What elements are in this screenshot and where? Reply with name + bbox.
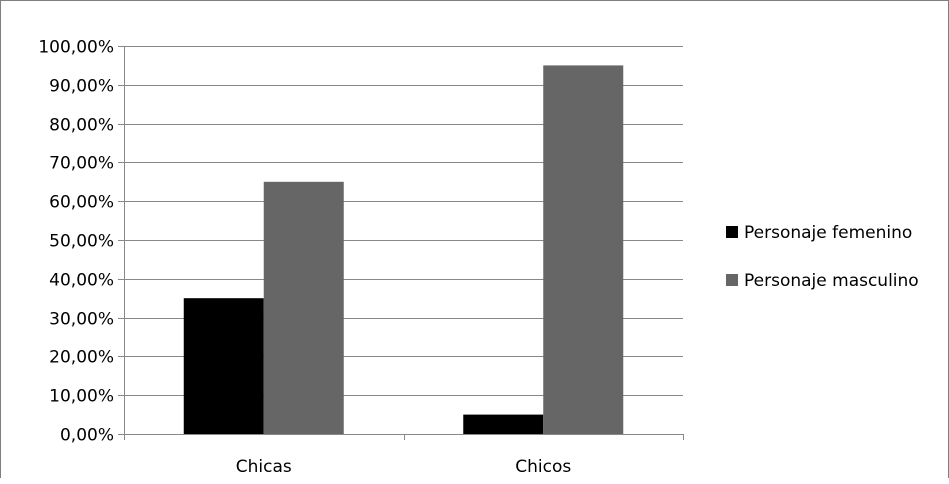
y-tick-label: 90,00% xyxy=(49,77,114,97)
legend: Personaje femenino Personaje masculino xyxy=(726,223,919,291)
x-category-label: Chicas xyxy=(236,457,292,477)
legend-label: Personaje masculino xyxy=(744,271,919,291)
bar-chicos-femenino xyxy=(463,414,544,434)
y-tick-label: 70,00% xyxy=(49,154,114,174)
y-tick-label: 50,00% xyxy=(49,232,114,252)
y-tick-label: 100,00% xyxy=(38,38,114,58)
y-tick-label: 80,00% xyxy=(49,116,114,136)
legend-swatch xyxy=(726,226,738,238)
bar-chicas-femenino xyxy=(183,298,264,434)
y-tick-label: 40,00% xyxy=(49,271,114,291)
axes xyxy=(118,46,684,440)
x-category-label: Chicos xyxy=(515,457,571,477)
y-tick-label: 30,00% xyxy=(49,310,114,330)
y-tick-label: 20,00% xyxy=(49,348,114,368)
y-tick-labels: 0,00% 10,00% 20,00% 30,00% 40,00% 50,00% 60,00… xyxy=(38,38,114,446)
y-tick-label: 10,00% xyxy=(49,387,114,407)
legend-swatch xyxy=(726,274,738,286)
legend-label: Personaje femenino xyxy=(744,223,912,243)
y-tick-label: 60,00% xyxy=(49,193,114,213)
x-category-labels: Chicas Chicos xyxy=(236,457,572,477)
bar-chicas-masculino xyxy=(263,181,344,434)
bar-chicos-masculino xyxy=(543,65,624,435)
y-tick-label: 0,00% xyxy=(60,426,114,446)
bars xyxy=(183,65,624,435)
